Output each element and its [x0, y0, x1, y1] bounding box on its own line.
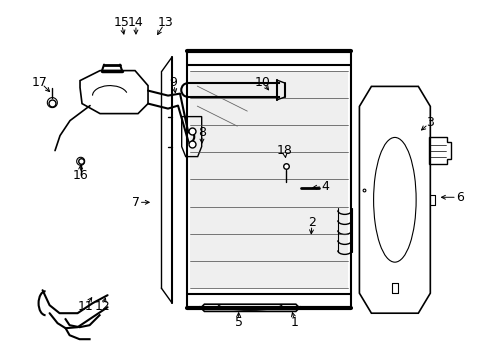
Text: 6: 6	[455, 191, 463, 204]
Text: 7: 7	[132, 196, 140, 209]
Text: 9: 9	[169, 76, 177, 89]
Text: 12: 12	[95, 300, 110, 313]
Text: 14: 14	[128, 16, 143, 29]
Text: 13: 13	[157, 16, 173, 29]
Text: 1: 1	[290, 316, 298, 329]
Text: 5: 5	[234, 316, 242, 329]
Text: 8: 8	[198, 126, 205, 139]
Text: 16: 16	[73, 169, 88, 182]
Bar	[190, 71, 347, 288]
Text: 15: 15	[113, 16, 129, 29]
Text: 11: 11	[78, 300, 93, 313]
Text: 18: 18	[276, 144, 292, 157]
Text: 2: 2	[307, 216, 315, 229]
Text: 3: 3	[426, 116, 433, 129]
Text: 10: 10	[254, 76, 270, 89]
Text: 17: 17	[32, 76, 48, 89]
Text: 4: 4	[321, 180, 328, 193]
